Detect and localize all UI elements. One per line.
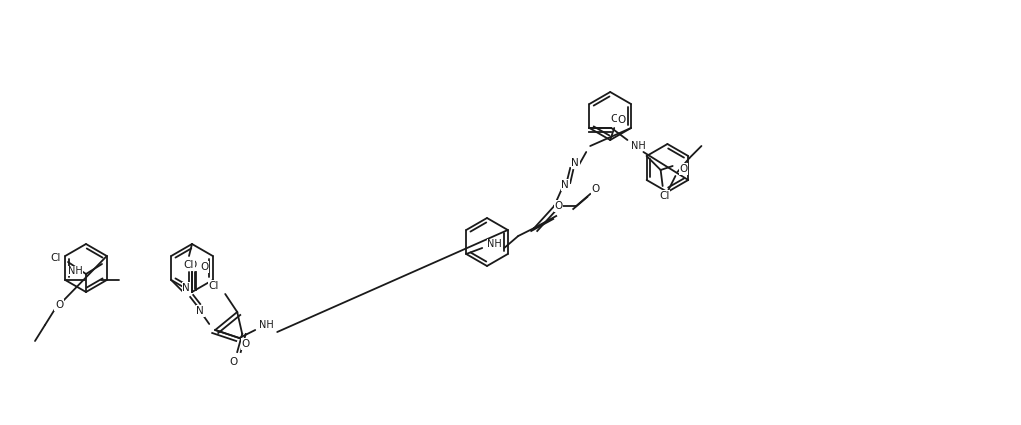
Text: O: O (200, 262, 208, 272)
Text: Cl: Cl (610, 114, 621, 124)
Text: Cl: Cl (184, 260, 194, 270)
Text: O: O (188, 260, 196, 270)
Text: N: N (572, 158, 579, 168)
Text: O: O (229, 357, 237, 367)
Text: NH: NH (259, 320, 274, 330)
Text: NH: NH (67, 266, 83, 276)
Text: Cl: Cl (51, 253, 61, 263)
Text: O: O (618, 115, 626, 125)
Text: O: O (55, 300, 63, 310)
Text: Cl: Cl (209, 281, 220, 291)
Text: O: O (241, 339, 249, 349)
Text: O: O (554, 201, 563, 211)
Text: N: N (196, 306, 204, 316)
Text: N: N (562, 180, 569, 190)
Text: O: O (679, 164, 688, 174)
Text: N: N (183, 283, 190, 293)
Text: Cl: Cl (660, 191, 670, 201)
Text: O: O (591, 184, 599, 194)
Text: NH: NH (487, 239, 502, 249)
Text: NH: NH (631, 141, 646, 151)
